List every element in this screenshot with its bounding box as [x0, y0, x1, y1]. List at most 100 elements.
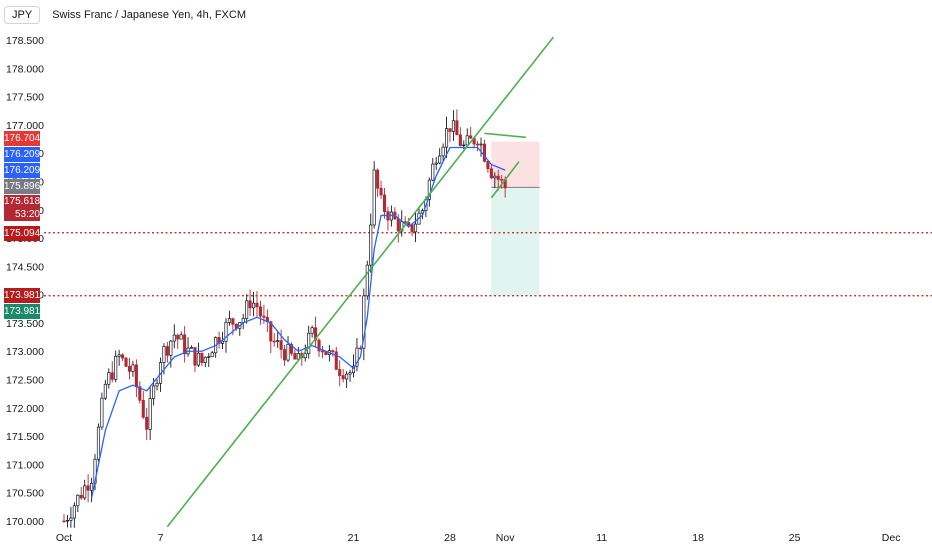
candle-body [107, 372, 111, 385]
candle-body [476, 143, 480, 146]
candle-body [293, 353, 297, 360]
candle-body [445, 128, 449, 148]
y-tick-label: 173.500 [6, 318, 44, 330]
trendline [484, 132, 526, 139]
candle-body [372, 169, 376, 226]
y-tick-label: 171.000 [6, 459, 44, 471]
last-price-tag: 175.618 [4, 195, 41, 209]
candle-body [148, 398, 152, 430]
candle-body [341, 375, 345, 380]
candle-body [458, 134, 462, 146]
candle-body [376, 169, 380, 189]
candle-body [169, 340, 173, 356]
price-axis[interactable]: 178.500178.000177.500177.000176.500176.0… [6, 35, 44, 528]
stop-price-tag: 176.704 [4, 131, 41, 146]
candle-body [79, 494, 83, 499]
candle-body [193, 347, 197, 366]
close-price-tag: 175.896 [4, 179, 41, 194]
candle-body [72, 505, 76, 519]
x-tick-label: 18 [692, 532, 704, 544]
candle-body [124, 357, 128, 367]
candle-body [283, 349, 287, 361]
y-tick-label: 172.000 [6, 403, 44, 415]
candle-body [279, 340, 283, 350]
y-tick-label: 174.500 [6, 261, 44, 273]
candle-body [220, 340, 225, 344]
support-price-tag: 173.981 [4, 288, 41, 303]
candle-body [486, 160, 490, 170]
candle-body [134, 364, 138, 388]
moving-average [90, 146, 506, 499]
candle-body [117, 354, 121, 357]
x-tick-label: 7 [158, 532, 164, 544]
candle-body [427, 179, 431, 200]
candle-body [369, 224, 373, 266]
candle-body [131, 364, 135, 372]
chart-header: JPY Swiss Franc / Japanese Yen, 4h, FXCM [4, 4, 246, 26]
candle-body [224, 322, 228, 342]
candle-body [248, 300, 252, 309]
candle-body [438, 155, 442, 164]
candle-body [410, 224, 414, 233]
candle-body [196, 352, 200, 366]
candle-body [65, 520, 69, 522]
position-zones[interactable] [491, 141, 540, 296]
candle-body [207, 356, 211, 358]
y-tick-label: 178.500 [6, 35, 44, 47]
ma-price-tag: 176.209 [4, 147, 41, 162]
candle-body [272, 340, 276, 343]
trendline [490, 161, 520, 199]
candle-body [96, 426, 101, 460]
candle-body [396, 218, 400, 232]
candle-body [183, 334, 187, 355]
candle-body [162, 346, 166, 363]
x-tick-label: 21 [348, 532, 360, 544]
candle-body [76, 494, 80, 507]
x-tick-label: 28 [444, 532, 456, 544]
candle-body [482, 143, 487, 162]
candle-body [138, 386, 142, 401]
candle-body [448, 128, 452, 132]
symbol-chip[interactable]: JPY [4, 6, 41, 24]
time-axis[interactable]: Oct 7 14 21 28 Nov 11 18 25 Dec [56, 532, 901, 544]
candle-body [100, 397, 104, 428]
moving-average-line [90, 146, 506, 499]
candle-body [462, 144, 466, 147]
candle-body [203, 356, 207, 364]
candle-body [365, 264, 369, 297]
candle-body [469, 135, 473, 139]
target-price-tag: 173.981 [4, 304, 41, 319]
y-tick-label: 178.000 [6, 63, 44, 75]
candle-body [496, 175, 500, 180]
x-tick-label: 25 [789, 532, 801, 544]
candle-body [255, 302, 259, 308]
horizontal-levels[interactable] [44, 232, 932, 297]
candle-body [479, 143, 483, 146]
candle-body [493, 175, 497, 179]
candle-body [489, 168, 493, 179]
candle-body [269, 321, 273, 342]
trendlines[interactable] [166, 36, 555, 528]
candle-body [317, 339, 321, 352]
candle-body [413, 223, 418, 233]
candle-body [62, 520, 66, 523]
candle-body [145, 416, 149, 430]
candle-body [314, 327, 318, 341]
candle-body [382, 194, 387, 212]
candle-body [258, 306, 262, 317]
candle-body [231, 318, 235, 325]
candle-body [127, 366, 132, 372]
candle-body [252, 302, 256, 309]
candle-body [121, 354, 125, 359]
candle-body [227, 318, 231, 323]
candle-body [500, 179, 504, 181]
y-tick-label: 173.000 [6, 346, 44, 358]
candle-body [110, 372, 114, 380]
candle-body [286, 344, 290, 361]
candle-body [296, 353, 300, 360]
candle-body [331, 350, 335, 353]
y-tick-label: 170.500 [6, 488, 44, 500]
candle-body [320, 350, 325, 353]
candle-body [307, 332, 311, 355]
